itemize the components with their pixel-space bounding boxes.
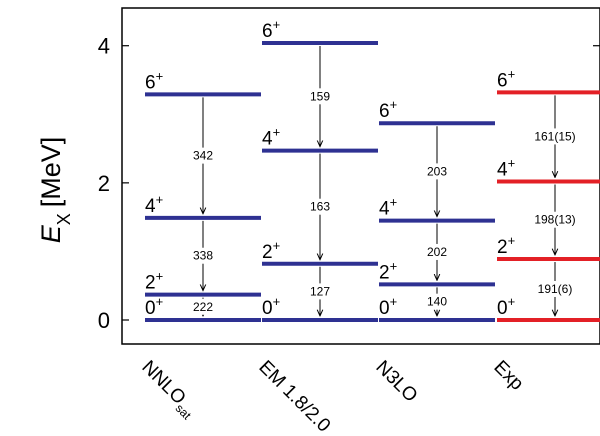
transition-label-background [191, 247, 215, 264]
spin-parity-label: 4+ [145, 192, 163, 217]
transition-label: 338 [193, 249, 213, 263]
transition-label: 342 [193, 149, 213, 163]
transition-label-background [425, 163, 449, 180]
level-column: 0+2+ 4+ 6+ 342 338 222 [145, 68, 261, 322]
transition-label-background [308, 198, 332, 215]
transition-label-background [191, 147, 215, 164]
category-label: EM 1.8/2.0 [254, 357, 334, 436]
transition-label: 198(13) [534, 213, 575, 227]
y-axis-label-unit: [MeV] [36, 137, 66, 208]
category-label: NNLOsat [135, 357, 201, 423]
y-tick-label: 0 [98, 308, 110, 333]
spin-parity-label: 4+ [262, 125, 280, 150]
transition-label-background [308, 88, 332, 105]
spin-parity-label: 0+ [145, 294, 163, 319]
category-label: N3LO [371, 357, 421, 407]
spin-parity-label: 6+ [145, 68, 163, 93]
level-column: 0+ 2+ 4+ 6+ 203 202 140 [379, 97, 495, 322]
spin-parity-label: 2+ [379, 258, 397, 283]
spin-parity-label: 0+ [497, 294, 515, 319]
spin-parity-label: 4+ [379, 195, 397, 220]
y-axis-label-subscript: X [54, 213, 74, 225]
transition-label-background [425, 293, 449, 310]
y-tick-label: 2 [98, 171, 110, 196]
transition-label: 163 [310, 200, 330, 214]
spin-parity-label: 4+ [497, 155, 515, 180]
transition-label-background [533, 128, 577, 145]
transition-label-background [191, 298, 215, 315]
y-axis-label-symbol: E [36, 224, 66, 243]
y-axis-label: EX [MeV] [36, 137, 74, 244]
transition-label: 159 [310, 89, 330, 103]
spin-parity-label: 2+ [145, 269, 163, 294]
y-axis: 0 2 4 [98, 34, 600, 333]
transition-label: 191(6) [538, 282, 573, 296]
transition-label-background [425, 243, 449, 260]
spin-parity-label: 6+ [379, 97, 397, 122]
transition-label: 202 [427, 245, 447, 259]
spin-parity-label: 0+ [262, 294, 280, 319]
level-column: 0+ 2+ 4+ 6+ 159 163 127 [262, 17, 378, 322]
y-tick-label: 4 [98, 34, 110, 59]
category-label: Exp [489, 357, 527, 395]
level-column: 0+ 2+ 4+ 6+ 161(15) 198(13) 191(6) [497, 66, 600, 322]
spin-parity-label: 6+ [262, 17, 280, 42]
x-axis-categories: NNLOsat EM 1.8/2.0 N3LO Exp [135, 357, 527, 436]
transition-label-background [533, 211, 577, 228]
plot-frame [121, 7, 600, 345]
spin-parity-label: 2+ [262, 238, 280, 263]
transition-label: 161(15) [534, 129, 575, 143]
transition-label: 127 [310, 284, 330, 298]
spin-parity-label: 6+ [497, 66, 515, 91]
transition-label: 222 [193, 300, 213, 314]
spin-parity-label: 2+ [497, 233, 515, 258]
transition-label: 203 [427, 164, 447, 178]
transition-label-background [308, 283, 332, 300]
transition-label-background [536, 280, 574, 297]
spin-parity-label: 0+ [379, 294, 397, 319]
transition-label: 140 [427, 295, 447, 309]
